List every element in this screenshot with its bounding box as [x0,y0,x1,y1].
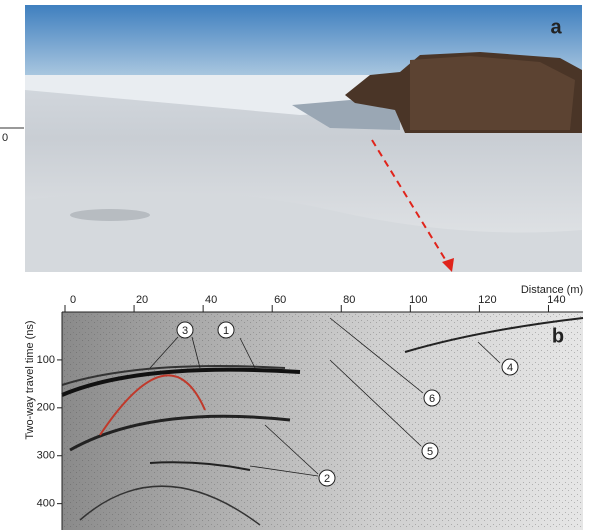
figure: 0 a b Distance (m) Two-way travel time (… [0,0,593,530]
y-tick-label: 200 [37,402,55,414]
panel-label: b [552,325,564,347]
y-tick-label: 300 [37,450,55,462]
annotation-label: 6 [429,393,435,405]
panel-label: a [550,16,562,38]
x-tick-label: 100 [409,294,427,306]
y-tick-label: 100 [37,354,55,366]
annotation-label: 3 [182,325,188,337]
x-tick-label: 40 [205,294,217,306]
annotation-label: 4 [507,362,513,374]
annotation-label: 5 [427,446,433,458]
y-axis-label: Two-way travel time (ns) [24,320,36,439]
annotation-label: 1 [223,325,229,337]
x-tick-label: 0 [70,294,76,306]
margin-text: 0 [2,132,8,144]
x-tick-label: 140 [547,294,565,306]
x-tick-label: 60 [274,294,286,306]
x-tick-label: 80 [343,294,355,306]
annotation-label: 2 [324,473,330,485]
x-tick-label: 120 [478,294,496,306]
radargram [62,312,583,530]
x-tick-label: 20 [136,294,148,306]
photo [25,5,582,272]
page: 0 a b Distance (m) Two-way travel time (… [0,0,593,530]
y-tick-label: 400 [37,498,55,510]
